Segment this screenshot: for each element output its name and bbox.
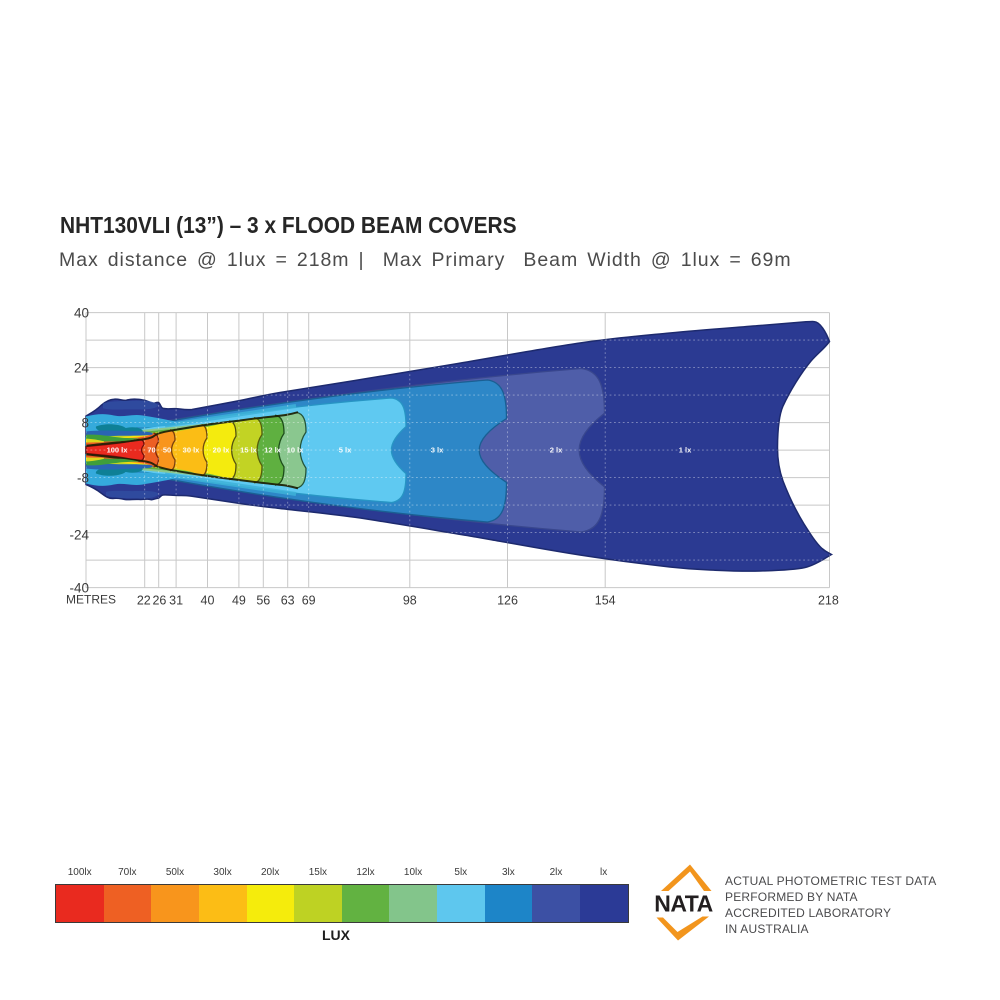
svg-text:15 lx: 15 lx (240, 446, 258, 455)
svg-text:56: 56 (256, 594, 270, 608)
svg-text:24: 24 (74, 360, 90, 375)
svg-text:126: 126 (497, 594, 518, 608)
svg-text:-40: -40 (69, 580, 89, 595)
svg-text:49: 49 (232, 594, 246, 608)
svg-text:26: 26 (152, 594, 166, 608)
svg-text:70: 70 (147, 446, 155, 455)
svg-text:63: 63 (281, 594, 295, 608)
svg-text:METRES: METRES (66, 593, 116, 607)
svg-text:10 lx: 10 lx (287, 446, 305, 455)
svg-text:30 lx: 30 lx (183, 446, 201, 455)
svg-text:31: 31 (169, 594, 183, 608)
svg-text:20 lx: 20 lx (213, 446, 231, 455)
svg-text:2 lx: 2 lx (550, 446, 563, 455)
svg-text:69: 69 (302, 594, 316, 608)
svg-text:218: 218 (818, 594, 839, 608)
svg-text:1 lx: 1 lx (679, 446, 692, 455)
svg-text:98: 98 (403, 594, 417, 608)
svg-text:50: 50 (163, 446, 171, 455)
svg-text:12 lx: 12 lx (264, 446, 282, 455)
svg-text:3 lx: 3 lx (431, 446, 444, 455)
svg-text:100 lx: 100 lx (107, 446, 129, 455)
svg-text:22: 22 (137, 594, 151, 608)
svg-text:NATA: NATA (654, 891, 712, 917)
svg-text:154: 154 (595, 594, 616, 608)
svg-text:40: 40 (74, 305, 89, 320)
svg-text:8: 8 (81, 415, 89, 430)
svg-text:-8: -8 (77, 470, 89, 485)
svg-text:-24: -24 (69, 527, 89, 542)
svg-text:40: 40 (201, 594, 215, 608)
svg-text:5 lx: 5 lx (339, 446, 352, 455)
